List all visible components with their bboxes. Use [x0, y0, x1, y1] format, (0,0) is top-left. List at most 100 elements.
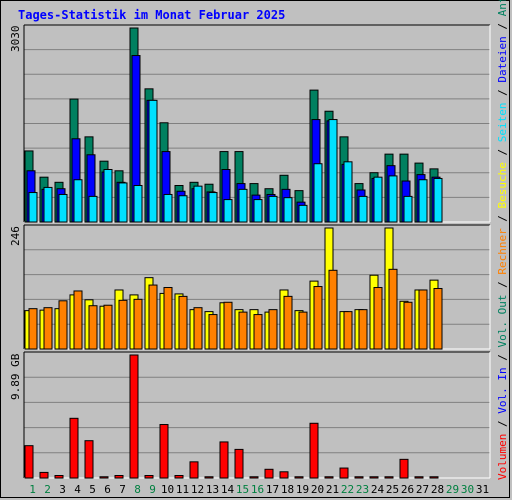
bar-rechner — [73, 290, 83, 350]
legend-separator: / — [496, 347, 509, 368]
bar-seiten — [388, 175, 398, 223]
x-tick-label: 14 — [220, 483, 235, 496]
bar-volumen — [54, 475, 64, 479]
bar-rechner — [238, 311, 248, 350]
legend-separator: / — [496, 208, 509, 229]
x-tick-label: 27 — [415, 483, 430, 496]
bar-volumen — [369, 476, 379, 479]
x-tick-label: 22 — [340, 483, 355, 496]
x-tick-label: 24 — [370, 483, 385, 496]
bar-rechner — [163, 287, 173, 350]
page-title: Tages-Statistik im Monat Februar 2025 — [18, 8, 286, 22]
panel-bg — [24, 352, 490, 478]
bar-rechner — [418, 289, 428, 350]
x-tick-label: 31 — [475, 483, 490, 496]
bar-seiten — [328, 119, 338, 223]
bar-volumen — [414, 476, 424, 479]
bar-volumen — [189, 461, 199, 479]
ylabel-volume: 9.89 GB — [9, 353, 22, 400]
x-tick-label: 19 — [295, 483, 310, 496]
bar-seiten — [178, 195, 188, 223]
bar-rechner — [253, 314, 263, 350]
legend-item: Seiten — [496, 102, 509, 143]
bar-seiten — [118, 182, 128, 223]
x-tick-label: 18 — [280, 483, 295, 496]
bar-seiten — [43, 186, 53, 223]
bar-volumen — [339, 467, 349, 479]
bar-seiten — [103, 168, 113, 223]
bar-seiten — [193, 185, 203, 223]
ylabel-visits: 246 — [9, 226, 22, 246]
x-tick-label: 1 — [29, 483, 36, 496]
bar-seiten — [343, 161, 353, 223]
bar-volumen — [69, 417, 79, 479]
bar-rechner — [28, 308, 38, 350]
bar-seiten — [418, 179, 428, 223]
bar-volumen — [324, 476, 334, 479]
bar-seiten — [298, 204, 308, 223]
x-tick-label: 8 — [134, 483, 141, 496]
x-tick-label: 30 — [460, 483, 475, 496]
x-tick-label: 11 — [175, 483, 190, 496]
bar-rechner — [373, 287, 383, 350]
legend-item: Vol. In — [496, 367, 509, 414]
bar-seiten — [238, 188, 248, 223]
x-tick-label: 5 — [89, 483, 96, 496]
x-tick-label: 26 — [400, 483, 415, 496]
x-tick-label: 25 — [385, 483, 400, 496]
bar-rechner — [133, 298, 143, 350]
bar-seiten — [58, 193, 68, 223]
bar-seiten — [88, 195, 98, 223]
bar-seiten — [283, 197, 293, 223]
bar-volumen — [354, 476, 364, 479]
legend-separator: / — [496, 82, 509, 103]
x-tick-label: 4 — [74, 483, 81, 496]
x-tick-label: 28 — [430, 483, 445, 496]
bar-seiten — [223, 199, 233, 223]
bar-volumen — [279, 471, 289, 479]
bar-volumen — [144, 475, 154, 479]
bar-rechner — [58, 300, 68, 350]
bar-volumen — [204, 476, 214, 479]
ylabel-requests: 3030 — [9, 25, 22, 53]
x-tick-label: 20 — [310, 483, 325, 496]
bar-volumen — [159, 424, 169, 479]
bar-volumen — [24, 445, 34, 479]
x-tick-label: 13 — [205, 483, 220, 496]
bar-rechner — [298, 311, 308, 350]
x-tick-label: 6 — [104, 483, 111, 496]
legend-separator: / — [496, 413, 509, 434]
bar-volumen — [99, 476, 109, 479]
bar-seiten — [373, 176, 383, 223]
legend-item: Volumen — [496, 433, 509, 480]
legend-item: Vol. Out — [496, 294, 509, 348]
bar-seiten — [208, 192, 218, 223]
x-tick-label: 29 — [445, 483, 460, 496]
bar-rechner — [193, 307, 203, 350]
x-tick-label: 21 — [325, 483, 340, 496]
x-axis-labels: 1 2 3 4 5 6 7 8 9 10 11 12 13 14 15 16 17 18 19 20 21 22 23 24 2… — [0, 483, 512, 497]
bar-rechner — [178, 295, 188, 350]
bar-seiten — [313, 163, 323, 223]
bar-rechner — [388, 268, 398, 350]
bar-rechner — [328, 269, 338, 350]
legend-separator: / — [496, 142, 509, 163]
bar-rechner — [118, 299, 128, 350]
legend-separator: / — [496, 274, 509, 295]
bar-volumen — [399, 458, 409, 479]
legend-item: Besuche — [496, 162, 509, 209]
legend-item: Dateien — [496, 36, 509, 83]
bar-rechner — [403, 301, 413, 350]
bar-seiten — [28, 192, 38, 223]
x-tick-label: 3 — [59, 483, 66, 496]
bar-rechner — [343, 311, 353, 350]
bar-rechner — [43, 307, 53, 350]
bar-seiten — [133, 185, 143, 223]
bar-volumen — [174, 475, 184, 479]
bar-rechner — [208, 314, 218, 350]
bar-seiten — [433, 177, 443, 223]
x-tick-label: 2 — [44, 483, 51, 496]
bar-rechner — [223, 301, 233, 350]
bar-volumen — [219, 441, 229, 479]
x-tick-label: 23 — [355, 483, 370, 496]
